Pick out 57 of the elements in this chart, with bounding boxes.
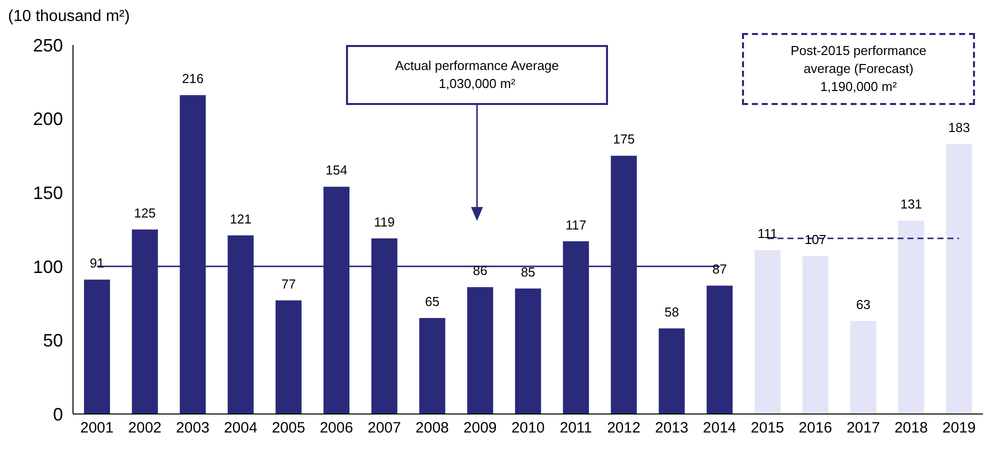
x-tick-label: 2009 — [463, 420, 497, 437]
y-tick-label: 200 — [32, 109, 63, 130]
x-tick-label: 2015 — [750, 420, 784, 437]
bar — [419, 318, 446, 414]
x-tick-label: 2016 — [798, 420, 832, 437]
y-tick-label: 50 — [42, 330, 63, 351]
y-tick-label: 100 — [32, 256, 63, 277]
y-tick-label: 150 — [32, 182, 63, 203]
data-label: 183 — [948, 120, 970, 135]
bar — [946, 144, 972, 414]
x-tick-label: 2014 — [702, 420, 736, 437]
data-label: 131 — [900, 196, 922, 212]
x-tick-label: 2001 — [80, 420, 114, 437]
data-label: 119 — [374, 214, 395, 230]
y-tick-label: 250 — [32, 35, 63, 56]
x-tick-label: 2008 — [416, 420, 449, 437]
data-label: 87 — [712, 262, 727, 277]
x-tick-label: 2005 — [272, 420, 306, 437]
bar — [467, 287, 494, 414]
x-tick-label: 2017 — [846, 420, 880, 437]
bar — [658, 328, 685, 414]
data-label: 125 — [134, 206, 156, 220]
data-label: 65 — [425, 294, 440, 310]
bar — [84, 280, 110, 414]
data-label: 111 — [758, 226, 778, 242]
bar — [850, 321, 876, 414]
bar — [515, 288, 542, 414]
data-label: 117 — [566, 217, 586, 232]
bar — [276, 300, 302, 414]
x-tick-label: 2003 — [176, 420, 210, 437]
data-label: 154 — [326, 162, 348, 178]
data-label: 107 — [804, 232, 826, 248]
x-tick-label: 2012 — [607, 420, 640, 437]
x-tick-label: 2019 — [942, 420, 976, 437]
data-label: 175 — [612, 132, 635, 147]
data-label: 216 — [182, 71, 204, 86]
x-tick-label: 2018 — [894, 420, 928, 437]
x-tick-label: 2010 — [511, 420, 545, 437]
bar — [802, 256, 828, 414]
y-tick-label: 0 — [52, 404, 63, 424]
data-label: 85 — [520, 264, 536, 280]
data-label: 58 — [664, 304, 679, 320]
bar — [898, 220, 924, 414]
data-label: 121 — [230, 211, 252, 226]
x-tick-label: 2013 — [654, 420, 688, 437]
x-tick-label: 2007 — [368, 420, 402, 437]
data-label: 86 — [472, 263, 488, 278]
x-tick-label: 2011 — [560, 420, 592, 437]
x-tick-label: 2006 — [320, 420, 354, 437]
x-tick-label: 2002 — [128, 420, 162, 437]
bar — [706, 286, 733, 414]
y-axis-title: (10 thousand m²) — [8, 8, 130, 26]
x-tick-label: 2004 — [224, 420, 258, 437]
bar — [754, 250, 781, 414]
data-label: 77 — [281, 276, 296, 292]
data-label: 63 — [856, 297, 871, 312]
data-label: 91 — [90, 256, 104, 271]
